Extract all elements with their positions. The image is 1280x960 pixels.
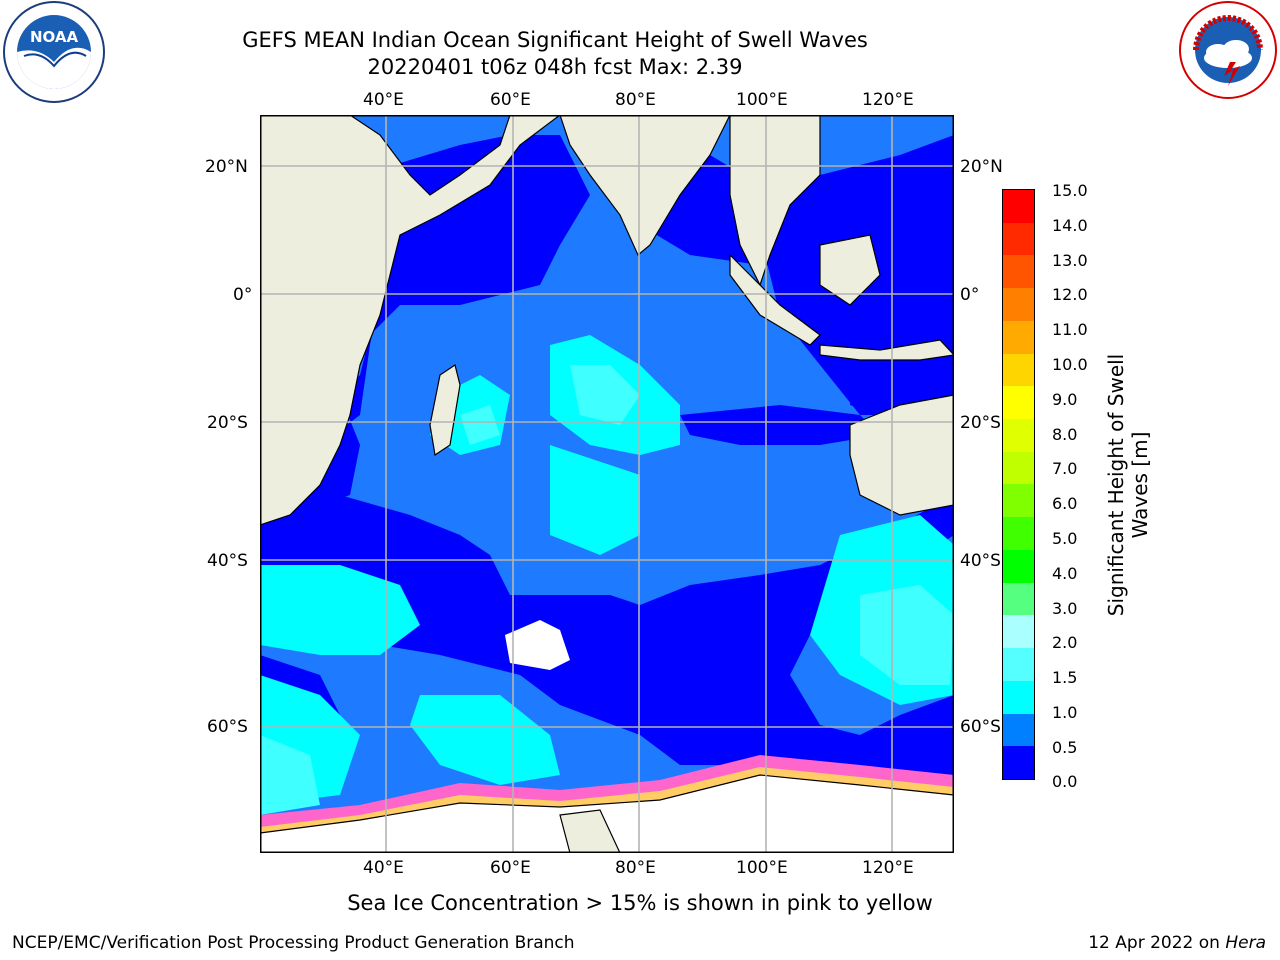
colorbar-segment	[1003, 746, 1034, 779]
colorbar-segment	[1003, 517, 1034, 550]
colorbar-segment	[1003, 648, 1034, 681]
colorbar-segment	[1003, 288, 1034, 321]
colorbar-segment	[1003, 386, 1034, 420]
colorbar-tick-label: 0.5	[1052, 738, 1078, 757]
lat-label-left: 60°S	[207, 717, 248, 737]
colorbar-segment	[1003, 255, 1034, 289]
graticule	[260, 115, 954, 853]
lon-label-bottom: 60°E	[490, 858, 531, 878]
credit-text: NCEP/EMC/Verification Post Processing Pr…	[12, 933, 575, 953]
colorbar-segment	[1003, 680, 1034, 714]
lat-label-right: 20°S	[960, 413, 1001, 433]
colorbar-tick-label: 7.0	[1052, 459, 1078, 478]
lat-label-right: 60°S	[960, 717, 1001, 737]
ice-free-patch	[505, 620, 570, 670]
lon-label-bottom: 100°E	[736, 858, 788, 878]
lon-label-bottom: 40°E	[363, 858, 404, 878]
colorbar-tick-label: 15.0	[1052, 181, 1088, 200]
map-plot-area	[260, 115, 954, 853]
colorbar-tick-label: 8.0	[1052, 425, 1078, 444]
colorbar-tick-label: 13.0	[1052, 251, 1088, 270]
colorbar-segment	[1003, 320, 1034, 354]
colorbar-tick-label: 4.0	[1052, 564, 1078, 583]
colorbar-tick-label: 6.0	[1052, 494, 1078, 513]
lat-label-left: 20°N	[205, 157, 248, 177]
lon-label-top: 40°E	[363, 90, 404, 110]
sea-ice-note: Sea Ice Concentration > 15% is shown in …	[347, 891, 933, 915]
lat-label-right: 40°S	[960, 551, 1001, 571]
sea-ice-edge	[260, 767, 954, 833]
lat-label-right: 0°	[960, 285, 980, 305]
colorbar-tick-label: 14.0	[1052, 216, 1088, 235]
lat-label-left: 0°	[233, 285, 253, 305]
nws-logo	[1178, 0, 1278, 100]
generation-date: 12 Apr 2022 on Hera	[1088, 933, 1266, 953]
noaa-logo-text: NOAA	[30, 28, 79, 46]
colorbar-tick-label: 12.0	[1052, 285, 1088, 304]
colorbar-segment	[1003, 419, 1034, 452]
colorbar-tick-label: 11.0	[1052, 320, 1088, 339]
colorbar-tick-label: 9.0	[1052, 390, 1078, 409]
lat-label-right: 20°N	[960, 157, 1003, 177]
lat-label-left: 40°S	[207, 551, 248, 571]
colorbar-segment	[1003, 713, 1034, 747]
colorbar-tick-label: 1.5	[1052, 668, 1078, 687]
colorbar-title-line2: Waves [m]	[1128, 431, 1152, 539]
colorbar-tick-label: 0.0	[1052, 772, 1078, 791]
colorbar-segment	[1003, 549, 1034, 583]
colorbar-tick-label: 1.0	[1052, 703, 1078, 722]
colorbar-segment	[1003, 615, 1034, 649]
chart-subtitle: 20220401 t06z 048h fcst Max: 2.39	[367, 55, 743, 79]
noaa-logo: NOAA	[2, 0, 106, 104]
colorbar	[1002, 189, 1035, 780]
lon-label-bottom: 120°E	[862, 858, 914, 878]
colorbar-segment	[1003, 353, 1034, 387]
lon-label-top: 120°E	[862, 90, 914, 110]
colorbar-tick-label: 5.0	[1052, 529, 1078, 548]
colorbar-segment	[1003, 451, 1034, 485]
generation-date-text: 12 Apr 2022 on	[1088, 933, 1226, 953]
colorbar-title-line1: Significant Height of Swell	[1104, 353, 1128, 617]
lon-label-top: 60°E	[490, 90, 531, 110]
machine-name: Hera	[1225, 933, 1266, 953]
chart-title: GEFS MEAN Indian Ocean Significant Heigh…	[242, 28, 868, 52]
colorbar-tick-label: 2.0	[1052, 633, 1078, 652]
lat-label-left: 20°S	[207, 413, 248, 433]
colorbar-segment	[1003, 484, 1034, 518]
colorbar-segment	[1003, 582, 1034, 616]
colorbar-segment	[1003, 222, 1034, 256]
lon-label-top: 80°E	[615, 90, 656, 110]
lon-label-bottom: 80°E	[615, 858, 656, 878]
colorbar-tick-label: 10.0	[1052, 355, 1088, 374]
lon-label-top: 100°E	[736, 90, 788, 110]
swell-zone-15-20	[260, 365, 954, 815]
colorbar-segment	[1003, 190, 1034, 223]
colorbar-tick-label: 3.0	[1052, 599, 1078, 618]
